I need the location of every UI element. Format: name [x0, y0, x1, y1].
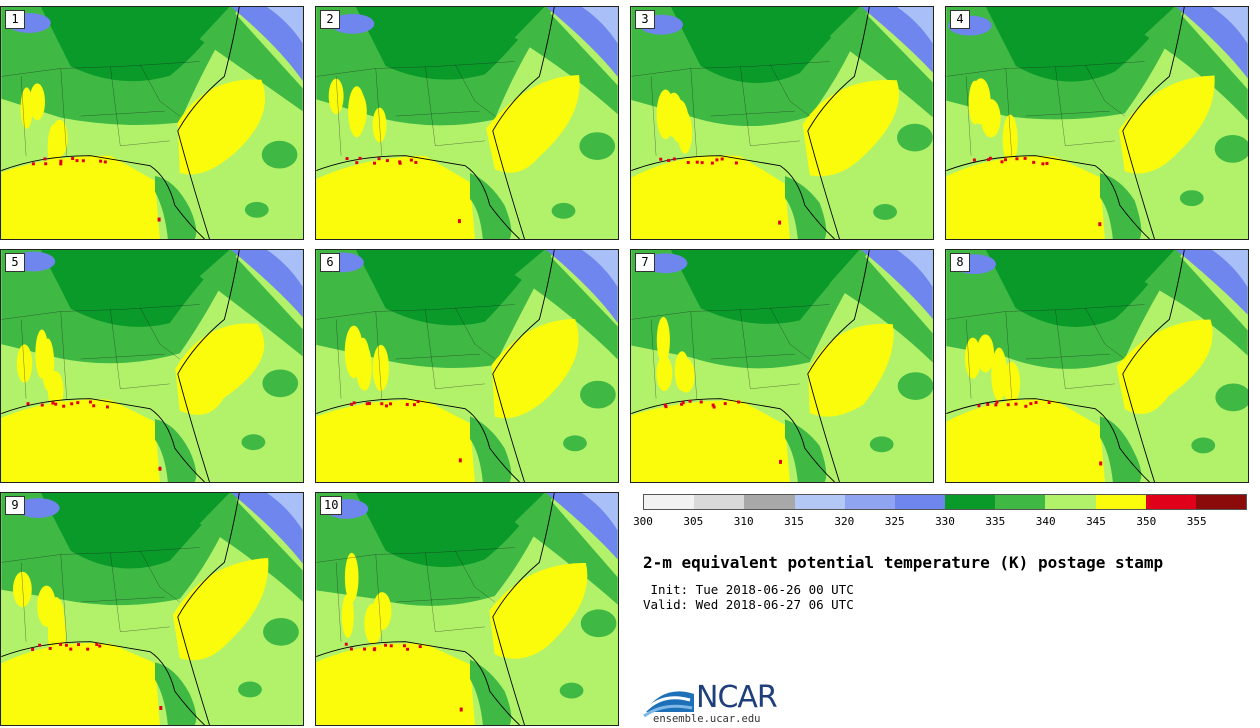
member-label: 4: [950, 10, 970, 29]
ensemble-member-map: 10: [315, 492, 619, 726]
valid-time: Valid: Wed 2018-06-27 06 UTC: [643, 597, 854, 612]
map-canvas: [946, 250, 1248, 482]
member-label: 9: [5, 496, 25, 515]
member-label: 6: [320, 253, 340, 272]
map-canvas: [316, 7, 618, 239]
colorbar-tick-label: 330: [935, 515, 955, 528]
colorbar-tick-label: 335: [985, 515, 1006, 528]
ensemble-member-map: 4: [945, 6, 1249, 240]
colorbar-tick-labels: 300 305 310 315 320 325 330 335 340 345 350 355: [633, 515, 1247, 529]
colorbar-tick-label: 350: [1136, 515, 1157, 528]
map-canvas: [1, 7, 303, 239]
ensemble-member-map: 2: [315, 6, 619, 240]
map-canvas: [316, 250, 618, 482]
colorbar-tick-label: 315: [784, 515, 804, 528]
ensemble-member-map: 9: [0, 492, 304, 726]
colorbar-tick-label: 325: [884, 515, 905, 528]
member-label: 1: [5, 10, 25, 29]
colorbar-tick-label: 355: [1186, 515, 1207, 528]
colorbar-swatch: [1095, 495, 1146, 509]
colorbar-swatch: [694, 495, 745, 509]
chart-title: 2-m equivalent potential temperature (K)…: [643, 553, 1164, 572]
colorbar-tick-label: 300: [633, 515, 653, 528]
colorbar-swatch: [794, 495, 845, 509]
colorbar-swatch: [844, 495, 895, 509]
colorbar-tick-label: 340: [1035, 515, 1056, 528]
colorbar-swatch: [1145, 495, 1196, 509]
member-label: 3: [635, 10, 655, 29]
map-canvas: [631, 7, 933, 239]
colorbar-tick-label: 320: [834, 515, 855, 528]
colorbar-swatch: [644, 495, 695, 509]
map-canvas: [316, 493, 618, 725]
colorbar-swatch: [995, 495, 1046, 509]
ensemble-member-map: 1: [0, 6, 304, 240]
colorbar-swatch: [945, 495, 996, 509]
ncar-logo-text: NCAR: [696, 680, 778, 715]
member-label: 5: [5, 253, 25, 272]
member-label: 2: [320, 10, 340, 29]
map-canvas: [946, 7, 1248, 239]
colorbar-tick-label: 305: [683, 515, 704, 528]
ensemble-member-map: 7: [630, 249, 934, 483]
colorbar: [643, 494, 1247, 510]
map-canvas: [631, 250, 933, 482]
member-label: 8: [950, 253, 970, 272]
colorbar-swatch: [744, 495, 795, 509]
colorbar-tick-label: 310: [733, 515, 754, 528]
ensemble-member-map: 6: [315, 249, 619, 483]
colorbar-swatch: [894, 495, 946, 509]
colorbar-tick-label: 345: [1086, 515, 1106, 528]
member-label: 7: [635, 253, 655, 272]
ncar-logo-icon: [642, 691, 694, 718]
map-canvas: [1, 250, 303, 482]
ncar-url: ensemble.ucar.edu: [653, 713, 761, 725]
init-time: Init: Tue 2018-06-26 00 UTC: [643, 582, 854, 597]
member-label: 10: [320, 496, 343, 515]
ensemble-member-map: 5: [0, 249, 304, 483]
colorbar-swatch: [1045, 495, 1096, 509]
ensemble-member-map: 8: [945, 249, 1249, 483]
colorbar-swatch: [1195, 495, 1247, 509]
map-canvas: [1, 493, 303, 725]
ensemble-member-map: 3: [630, 6, 934, 240]
